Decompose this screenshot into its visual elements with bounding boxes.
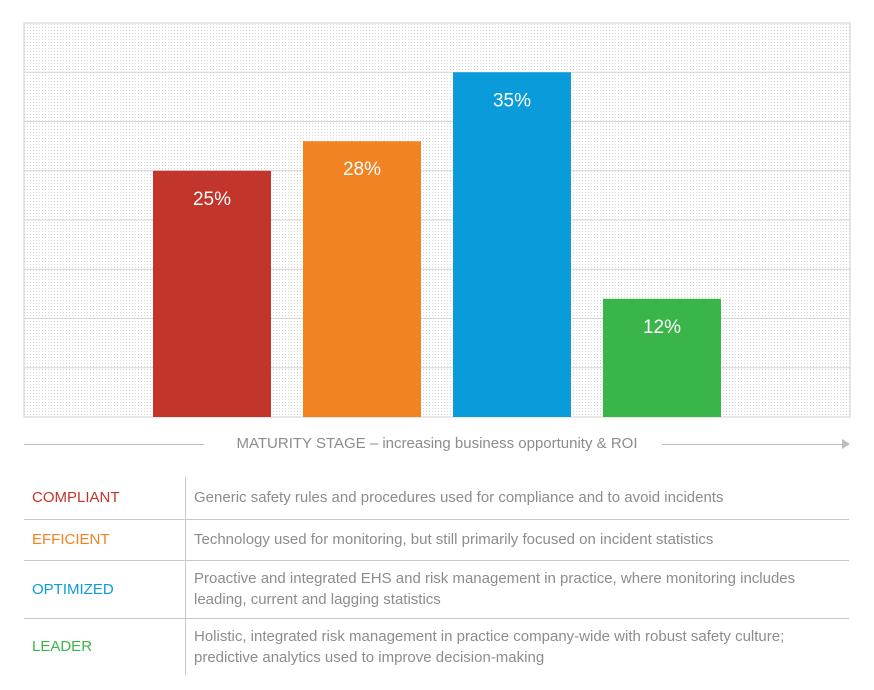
- table-row: EFFICIENT Technology used for monitoring…: [24, 519, 849, 560]
- arrow-right-icon: [842, 439, 850, 449]
- x-axis-label: MATURITY STAGE – increasing business opp…: [226, 435, 648, 452]
- axis-line-right: [662, 444, 842, 445]
- stage-label: COMPLIANT: [24, 477, 186, 519]
- data-label: 35%: [493, 90, 531, 111]
- axis-line-left: [24, 444, 204, 445]
- stage-label: OPTIMIZED: [24, 560, 186, 618]
- data-label: 28%: [343, 159, 381, 180]
- stage-description: Technology used for monitoring, but stil…: [194, 531, 714, 548]
- bar-efficient: [303, 141, 421, 417]
- x-axis: MATURITY STAGE – increasing business opp…: [24, 434, 850, 454]
- data-label: 12%: [643, 317, 681, 338]
- data-label: 25%: [193, 189, 231, 210]
- bar-chart: 25% 28% 35% 12%: [23, 22, 851, 418]
- stage-description: Generic safety rules and procedures used…: [194, 489, 724, 507]
- stage-label: LEADER: [24, 618, 186, 675]
- bar-optimized: [453, 72, 571, 417]
- table-row: OPTIMIZED Proactive and integrated EHS a…: [24, 560, 849, 618]
- bar-leader: [603, 298, 721, 417]
- legend-table: COMPLIANT Generic safety rules and proce…: [24, 477, 849, 675]
- stage-description: Holistic, integrated risk management in …: [194, 627, 785, 666]
- stage-label: EFFICIENT: [24, 519, 186, 560]
- table-row: COMPLIANT Generic safety rules and proce…: [24, 477, 849, 519]
- stage-description: Proactive and integrated EHS and risk ma…: [194, 570, 796, 608]
- table-row: LEADER Holistic, integrated risk managem…: [24, 618, 849, 675]
- bar-compliant: [153, 170, 271, 417]
